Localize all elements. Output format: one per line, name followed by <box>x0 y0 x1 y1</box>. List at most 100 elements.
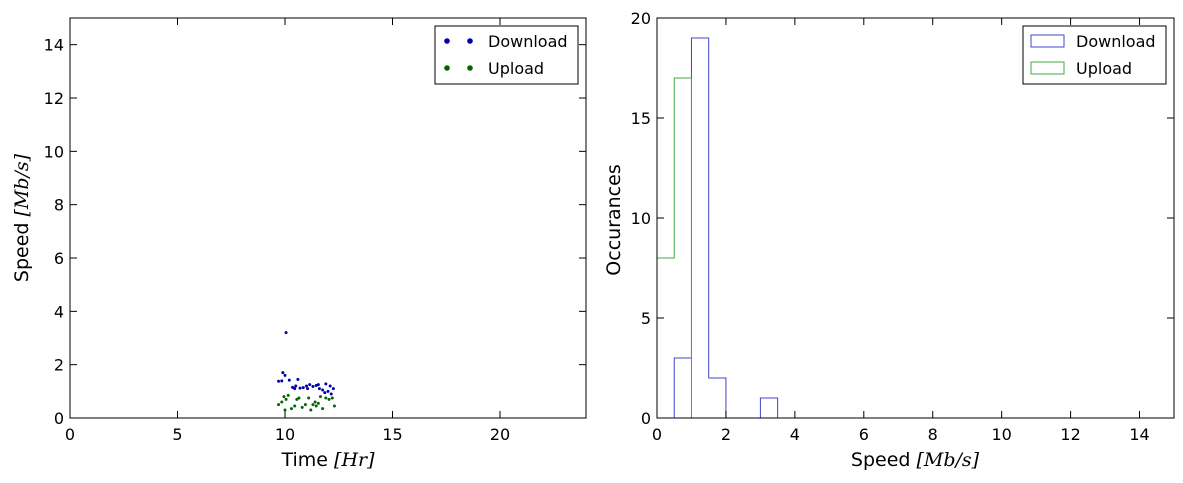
histogram-xtick-label: 14 <box>1129 425 1149 444</box>
histogram-plot-frame <box>656 17 1175 419</box>
scatter-ytick-label: 14 <box>44 36 64 55</box>
scatter-point-upload <box>313 400 317 404</box>
scatter-xlabel-main: Time <box>280 449 328 471</box>
scatter-ytick-label: 0 <box>54 409 64 428</box>
scatter-ylabel-main: Speed <box>11 223 33 283</box>
scatter-point-upload <box>300 405 304 409</box>
scatter-point-download <box>316 383 320 387</box>
scatter-point-download <box>283 373 287 377</box>
scatter-point-upload <box>311 403 315 407</box>
scatter-point-download <box>305 384 308 388</box>
scatter-point-download <box>277 379 281 383</box>
scatter-ylabel: Speed [Mb/s] <box>11 153 33 282</box>
histogram-chart: 0 2 4 6 8 10 12 14 0 5 10 15 20 Occurances Speed [Mb… <box>603 9 1175 471</box>
scatter-point-upload <box>324 396 328 400</box>
scatter-point-upload <box>289 407 293 411</box>
scatter-legend-upload-marker <box>467 65 473 71</box>
scatter-point-download <box>280 379 284 383</box>
histogram-xtick-label: 10 <box>991 425 1011 444</box>
histogram-ytick-label: 10 <box>631 209 651 228</box>
scatter-point-upload <box>277 403 281 407</box>
scatter-point-download <box>294 384 298 388</box>
scatter-chart: 0 5 10 15 20 0 2 4 6 8 10 12 14 Speed [Mb/s] Time [H… <box>11 17 587 471</box>
scatter-point-upload <box>327 397 331 401</box>
scatter-legend-download-marker <box>467 38 473 44</box>
scatter-points <box>277 331 336 412</box>
histogram-legend-download-swatch <box>1030 34 1065 48</box>
histogram-ytick-label: 15 <box>631 109 651 128</box>
scatter-plot-frame <box>69 17 587 419</box>
scatter-point-download <box>317 387 321 391</box>
scatter-xtick-label: 10 <box>275 425 295 444</box>
histogram-ticks: 0 2 4 6 8 10 12 14 0 5 10 15 20 <box>631 9 1174 444</box>
scatter-legend-upload-marker <box>444 65 450 71</box>
scatter-point-upload <box>309 408 313 412</box>
histogram-xlabel-main: Speed <box>851 449 911 471</box>
histogram-xtick-label: 6 <box>859 425 869 444</box>
scatter-point-download <box>296 377 300 381</box>
scatter-point-download <box>311 385 315 389</box>
scatter-point-download <box>323 391 327 395</box>
scatter-point-download <box>298 386 302 390</box>
histogram-xtick-label: 8 <box>928 425 938 444</box>
histogram-ytick-label: 5 <box>641 309 651 328</box>
scatter-point-upload <box>286 393 290 397</box>
histogram-xtick-label: 0 <box>652 425 662 444</box>
scatter-point-upload <box>293 404 297 408</box>
histogram-legend-upload-label: Upload <box>1076 59 1132 78</box>
scatter-legend-download-label: Download <box>488 32 568 51</box>
scatter-point-upload <box>284 397 288 401</box>
scatter-ytick-label: 4 <box>54 302 64 321</box>
histogram-outline-download <box>657 37 1174 419</box>
scatter-xtick-label: 0 <box>65 425 75 444</box>
scatter-point-upload <box>318 395 322 399</box>
histogram-xtick-label: 2 <box>721 425 731 444</box>
scatter-point-download <box>328 384 332 388</box>
scatter-point-upload <box>282 395 286 399</box>
histogram-xtick-label: 4 <box>790 425 800 444</box>
scatter-legend-download-marker <box>444 38 450 44</box>
scatter-ytick-label: 6 <box>54 249 64 268</box>
histogram-legend-upload-swatch <box>1030 61 1065 75</box>
scatter-legend: Download Upload <box>434 25 579 85</box>
scatter-ytick-label: 10 <box>44 142 64 161</box>
scatter-legend-box <box>434 25 579 85</box>
histogram-ytick-label: 0 <box>641 409 651 428</box>
scatter-point-download <box>301 386 305 390</box>
scatter-ytick-label: 12 <box>44 89 64 108</box>
scatter-point-upload <box>297 396 301 400</box>
scatter-point-upload <box>295 397 299 401</box>
scatter-point-upload <box>332 404 336 408</box>
scatter-point-download <box>293 387 297 391</box>
scatter-ylabel-unit: [Mb/s] <box>11 153 33 216</box>
scatter-point-upload <box>321 407 325 411</box>
scatter-point-download <box>321 388 325 392</box>
scatter-point-upload <box>307 396 311 400</box>
scatter-point-upload <box>314 404 318 408</box>
scatter-point-upload <box>280 400 284 404</box>
scatter-xtick-label: 20 <box>490 425 510 444</box>
scatter-point-upload <box>330 396 334 400</box>
scatter-point-download <box>281 371 285 375</box>
scatter-ytick-label: 2 <box>54 356 64 375</box>
scatter-point-download <box>306 387 310 391</box>
scatter-point-download <box>324 382 328 386</box>
scatter-point-download <box>329 392 333 396</box>
scatter-point-download <box>287 378 291 382</box>
histogram-legend: Download Upload <box>1022 25 1167 85</box>
scatter-point-download <box>331 387 335 391</box>
scatter-point-download <box>284 331 288 335</box>
histogram-xtick-label: 12 <box>1060 425 1080 444</box>
scatter-point-upload <box>303 403 307 407</box>
scatter-ytick-label: 8 <box>54 196 64 215</box>
scatter-xlabel-unit: [Hr] <box>334 449 375 471</box>
scatter-xlabel: Time [Hr] <box>280 449 375 471</box>
histogram-legend-download-label: Download <box>1076 32 1156 51</box>
histogram-xlabel: Speed [Mb/s] <box>851 449 980 471</box>
histogram-ylabel: Occurances <box>603 164 625 275</box>
scatter-legend-upload-label: Upload <box>488 59 544 78</box>
histogram-ytick-label: 20 <box>631 9 651 28</box>
scatter-xtick-label: 15 <box>382 425 402 444</box>
scatter-point-upload <box>283 408 287 412</box>
